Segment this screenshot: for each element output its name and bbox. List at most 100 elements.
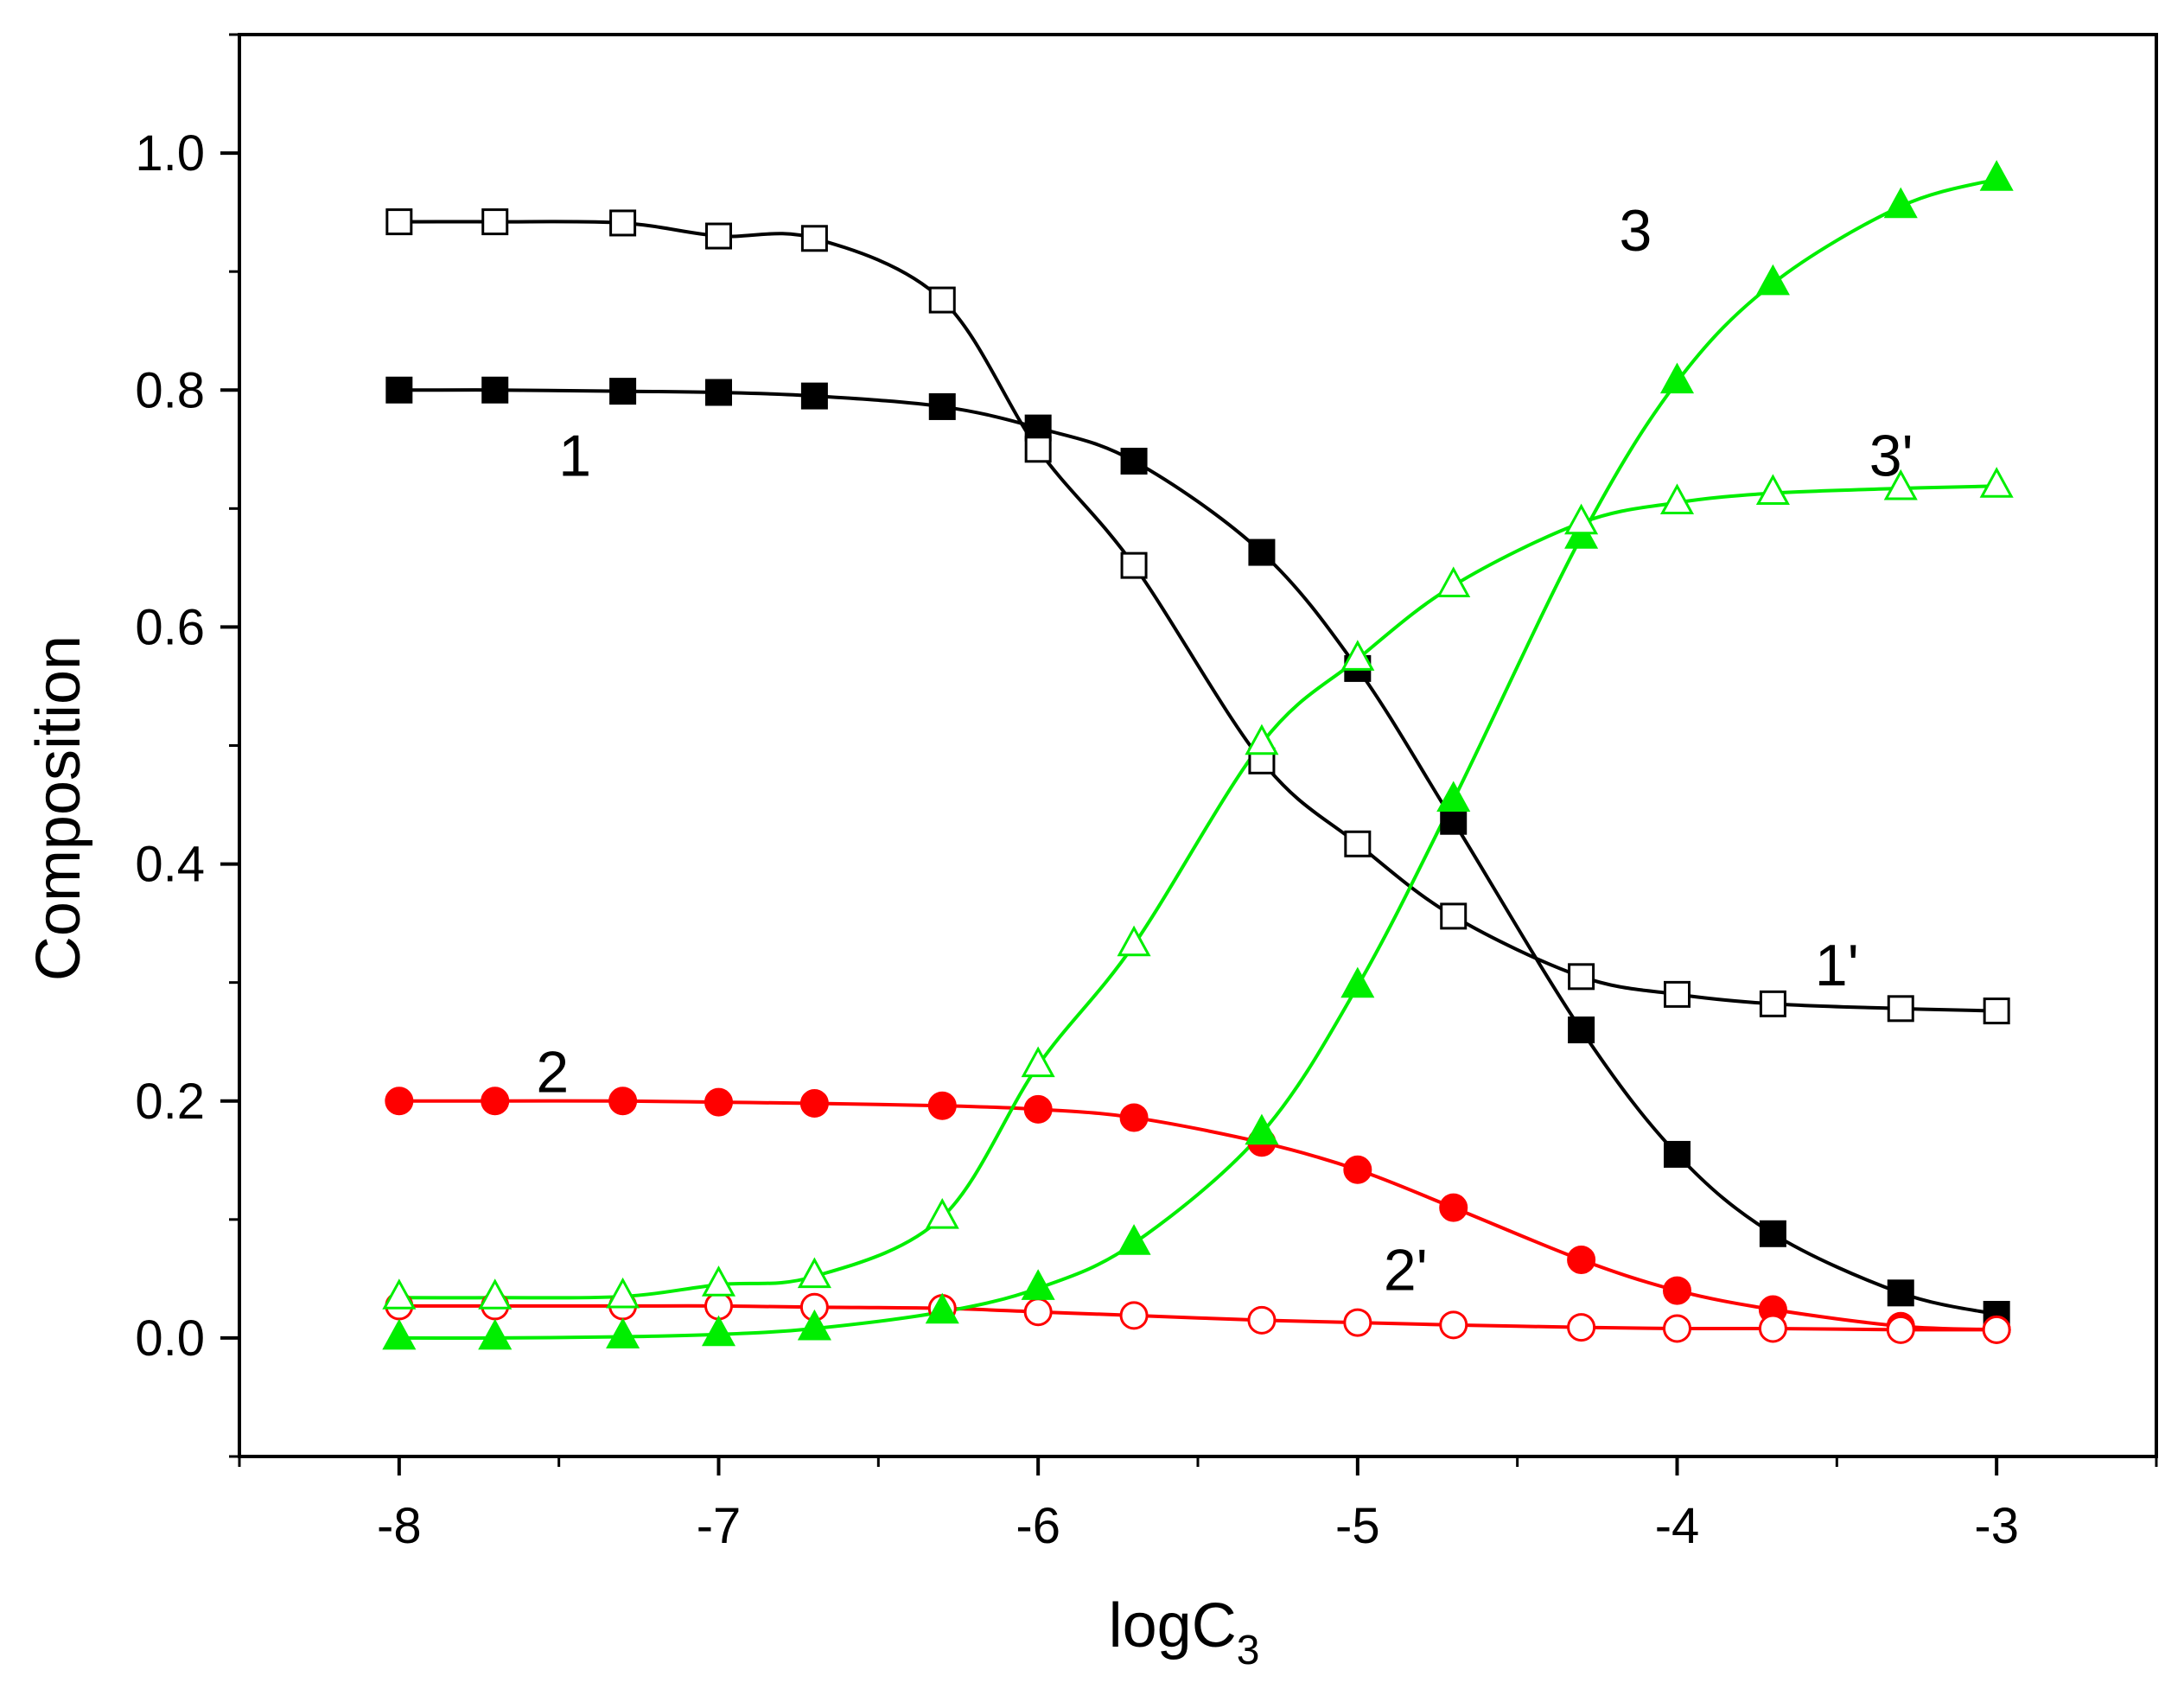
marker-series-2 xyxy=(1663,1276,1691,1305)
x-tick-label: -5 xyxy=(1335,1498,1380,1554)
x-tick-label: -6 xyxy=(1016,1498,1060,1554)
series-label-2p: 2' xyxy=(1384,1237,1428,1303)
marker-series-1p xyxy=(800,225,828,252)
marker-series-2 xyxy=(704,1087,733,1117)
marker-series-3 xyxy=(1340,966,1375,998)
marker-series-2p xyxy=(1119,1301,1149,1330)
marker-series-2p xyxy=(1247,1305,1277,1335)
marker-series-3 xyxy=(1883,187,1918,219)
y-tick-label: 0.0 xyxy=(135,1310,205,1367)
series-label-3p: 3' xyxy=(1869,424,1913,489)
marker-series-2 xyxy=(799,1088,829,1118)
marker-series-3p xyxy=(1979,467,2014,498)
marker-series-2p xyxy=(1886,1315,1915,1344)
y-tick-label: 0.6 xyxy=(135,599,205,655)
marker-series-3p xyxy=(1436,566,1471,597)
marker-series-3p xyxy=(1021,1046,1055,1078)
marker-series-3 xyxy=(1755,264,1790,296)
marker-series-2 xyxy=(481,1087,510,1116)
series-label-1p: 1' xyxy=(1815,933,1859,998)
marker-series-3p xyxy=(797,1257,831,1289)
marker-series-2p xyxy=(704,1291,733,1321)
marker-series-3 xyxy=(1117,1224,1151,1255)
series-markers xyxy=(382,160,2014,1350)
series-labels: 1 1' 2 2' 3 3' xyxy=(536,198,1913,1303)
marker-series-3p xyxy=(478,1278,513,1310)
marker-series-2p xyxy=(1023,1297,1053,1327)
series-line-3p xyxy=(398,484,1997,1300)
marker-series-3 xyxy=(382,1318,417,1350)
series-line-2 xyxy=(398,1099,1997,1332)
marker-series-2p xyxy=(1758,1314,1787,1343)
marker-series-2 xyxy=(1439,1193,1468,1222)
marker-series-2 xyxy=(1567,1245,1596,1274)
series-label-3: 3 xyxy=(1620,198,1652,264)
x-tick-label: -8 xyxy=(377,1498,422,1554)
marker-series-1p xyxy=(1568,963,1595,991)
marker-series-3p xyxy=(925,1197,959,1229)
marker-series-1 xyxy=(800,382,828,410)
marker-series-3 xyxy=(1979,160,2014,191)
marker-series-1 xyxy=(481,376,509,404)
marker-series-3p xyxy=(1245,723,1279,755)
y-tick-label: 0.4 xyxy=(135,837,205,893)
marker-series-3p xyxy=(1659,483,1695,514)
x-axis-title-main: logC xyxy=(1109,1591,1237,1660)
marker-series-1p xyxy=(1344,830,1372,857)
marker-series-1p xyxy=(1887,995,1914,1023)
x-axis-title: logC3 xyxy=(1109,1591,1260,1673)
series-label-2: 2 xyxy=(536,1039,569,1105)
marker-series-1 xyxy=(928,392,956,420)
y-tick-label: 0.8 xyxy=(135,362,205,418)
x-axis-title-subscript: 3 xyxy=(1237,1628,1260,1673)
marker-series-1 xyxy=(1664,1140,1691,1168)
marker-series-2 xyxy=(385,1087,414,1116)
marker-series-1p xyxy=(705,222,732,250)
marker-series-1p xyxy=(1664,980,1691,1008)
y-tick-label: 0.2 xyxy=(135,1074,205,1130)
marker-series-1p xyxy=(1440,902,1468,930)
x-tick-label: -4 xyxy=(1655,1498,1700,1554)
marker-series-3 xyxy=(1659,362,1695,394)
marker-series-3p xyxy=(1117,925,1151,957)
marker-series-1 xyxy=(1248,539,1276,566)
marker-series-3 xyxy=(797,1309,831,1341)
marker-series-3p xyxy=(1883,468,1918,500)
marker-series-2p xyxy=(1439,1310,1468,1340)
marker-series-3 xyxy=(1021,1269,1055,1300)
marker-series-1p xyxy=(1120,551,1148,579)
marker-series-3p xyxy=(1564,503,1599,535)
marker-series-2p xyxy=(1343,1308,1372,1337)
marker-series-1p xyxy=(1024,436,1052,463)
marker-series-1 xyxy=(1440,807,1468,835)
series-label-1: 1 xyxy=(558,424,591,489)
marker-series-2p xyxy=(1567,1313,1596,1342)
y-tick-label: 1.0 xyxy=(135,125,205,182)
marker-series-3p xyxy=(1340,640,1375,671)
marker-series-1 xyxy=(609,378,637,405)
marker-series-3 xyxy=(478,1318,513,1350)
marker-series-2 xyxy=(927,1091,957,1120)
marker-series-1 xyxy=(385,376,413,404)
marker-series-3 xyxy=(606,1317,640,1349)
marker-series-1 xyxy=(1120,448,1148,475)
x-tick-label: -3 xyxy=(1974,1498,2019,1554)
marker-series-3 xyxy=(1436,781,1471,813)
marker-series-3p xyxy=(606,1277,640,1309)
marker-series-3 xyxy=(701,1315,736,1347)
marker-series-3p xyxy=(382,1278,417,1310)
series-line-3 xyxy=(398,177,1997,1341)
marker-series-1p xyxy=(609,209,637,237)
series-line-2p xyxy=(398,1303,1997,1332)
marker-series-2 xyxy=(1343,1155,1372,1184)
x-tick-label: -7 xyxy=(697,1498,742,1554)
marker-series-1 xyxy=(705,379,732,406)
marker-series-2 xyxy=(1023,1094,1053,1124)
marker-series-2 xyxy=(608,1087,638,1116)
series-line-1p xyxy=(398,220,1997,1013)
marker-series-2p xyxy=(1663,1314,1691,1343)
marker-series-2p xyxy=(1982,1315,2011,1344)
y-axis-title: Composition xyxy=(24,635,93,981)
